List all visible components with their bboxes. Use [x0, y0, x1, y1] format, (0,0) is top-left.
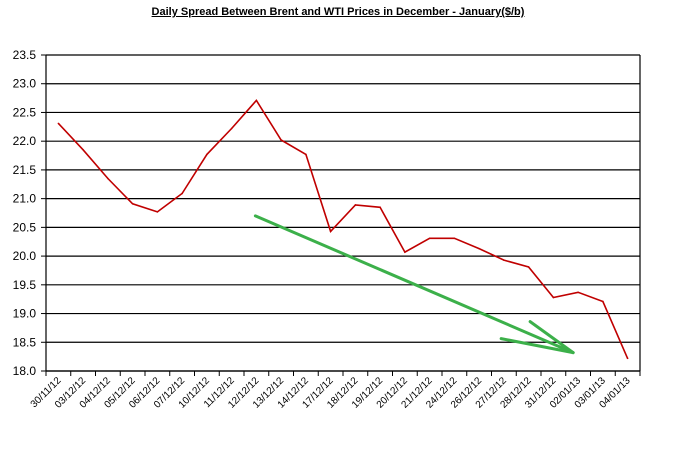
- y-tick-label: 20.5: [13, 220, 37, 234]
- data-point: [428, 237, 431, 240]
- data-point: [527, 266, 530, 268]
- data-point: [131, 203, 134, 205]
- y-tick-label: 23.5: [13, 48, 37, 62]
- y-tick-label: 18.5: [13, 335, 37, 349]
- y-tick-label: 21.5: [13, 163, 37, 177]
- data-point: [156, 211, 159, 213]
- data-point: [503, 259, 505, 261]
- data-point: [280, 139, 282, 141]
- data-point: [57, 122, 60, 125]
- data-point: [181, 192, 183, 195]
- data-point: [354, 204, 357, 206]
- series-line: [57, 99, 629, 359]
- y-tick-label: 23.0: [13, 77, 37, 91]
- data-point: [602, 300, 604, 303]
- y-tick-label: 19.5: [13, 278, 37, 292]
- data-point: [206, 153, 208, 156]
- y-tick-label: 21.0: [13, 192, 37, 206]
- data-point: [478, 247, 480, 250]
- trend-arrowhead-upper: [528, 320, 575, 355]
- data-point: [107, 177, 109, 180]
- data-point: [329, 230, 332, 233]
- data-point: [577, 291, 579, 294]
- y-tick-label: 18.0: [13, 364, 37, 378]
- data-point: [305, 153, 307, 156]
- data-point: [453, 237, 456, 240]
- trend-arrowhead-lower: [499, 337, 575, 355]
- chart-title: Daily Spread Between Brent and WTI Price…: [151, 6, 525, 18]
- data-point: [230, 127, 233, 130]
- data-point: [82, 149, 84, 151]
- data-point: [255, 99, 258, 102]
- data-point: [626, 357, 629, 360]
- y-tick-label: 20.0: [13, 249, 37, 263]
- data-point: [404, 251, 406, 253]
- data-point: [379, 206, 381, 209]
- data-point: [552, 296, 555, 299]
- y-tick-label: 19.0: [13, 307, 37, 321]
- y-tick-label: 22.5: [13, 105, 37, 119]
- y-tick-label: 22.0: [13, 134, 37, 148]
- trend-arrow-shaft: [253, 214, 575, 355]
